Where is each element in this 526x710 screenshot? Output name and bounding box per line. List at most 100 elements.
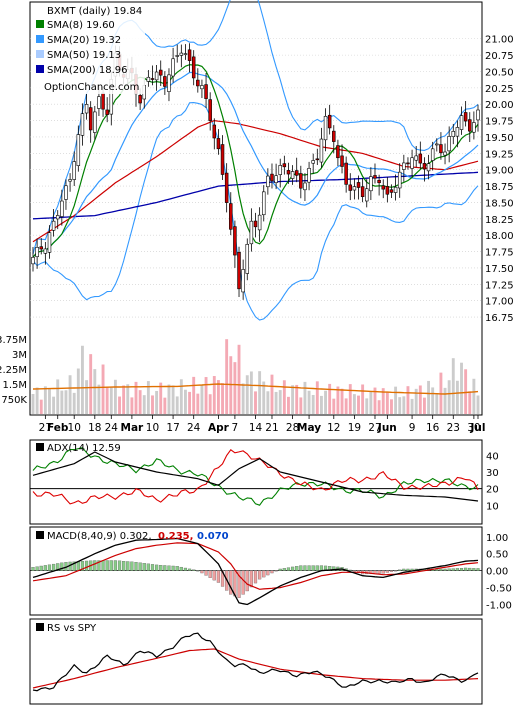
macd-signal-line <box>32 542 479 590</box>
date-tick-label: 30 <box>467 422 480 434</box>
volume-bar <box>410 398 414 414</box>
candle-body <box>426 163 431 172</box>
date-tick-label: 27 <box>39 422 52 434</box>
price-tick-label: 18.75 <box>485 182 514 193</box>
volume-bar <box>418 385 422 414</box>
date-tick-label: 9 <box>409 422 416 434</box>
candle-body <box>360 186 365 197</box>
candle-body <box>270 173 274 182</box>
macd-histogram-bar <box>443 568 447 571</box>
volume-bar <box>476 395 480 414</box>
legend-swatch-sma20 <box>36 35 44 43</box>
candle-body <box>303 182 307 191</box>
volume-bar <box>468 391 472 414</box>
legend-sma8: SMA(8) 19.60 <box>47 20 115 31</box>
price-tick-label: 18.50 <box>485 198 514 209</box>
macd-histogram-bar <box>381 570 385 574</box>
volume-bar <box>455 380 459 414</box>
macd-histogram-bar <box>468 567 472 571</box>
volume-bar <box>48 388 51 414</box>
candle-body <box>356 182 361 188</box>
volume-bar <box>348 384 352 414</box>
candle-body <box>307 167 311 183</box>
macd-histogram-bar <box>447 568 451 571</box>
candle-body <box>175 55 179 57</box>
rs-title: RS vs SPY <box>47 623 97 634</box>
price-tick-label: 17.50 <box>485 264 514 275</box>
price-tick-label: 19.75 <box>485 117 514 128</box>
volume-bar <box>200 384 204 414</box>
date-tick-label: 17 <box>166 422 179 434</box>
candle-body <box>348 184 353 191</box>
macd-histogram-bar <box>97 560 101 571</box>
candle-body <box>476 109 480 121</box>
macd-histogram-bar <box>348 569 352 571</box>
rs-title-swatch <box>36 623 44 631</box>
volume-bar <box>447 380 451 414</box>
volume-bar <box>451 358 455 414</box>
macd-histogram-bar <box>262 570 266 578</box>
macd-histogram-bar <box>43 565 47 571</box>
macd-tick-label: -0.50 <box>486 584 512 595</box>
adx-title-swatch <box>36 443 44 451</box>
volume-bar <box>365 398 369 414</box>
volume-axis: 3.75M 3M 2.25M 1.5M 750K <box>0 335 27 406</box>
volume-bar <box>72 392 76 414</box>
macd-histogram-bar <box>311 565 315 571</box>
date-tick-label: 24 <box>105 422 119 434</box>
volume-bar <box>295 384 299 414</box>
candle-body <box>212 124 217 139</box>
candle-body <box>216 138 221 150</box>
price-tick-label: 18.00 <box>485 231 514 242</box>
volume-bar <box>352 394 356 414</box>
macd-histogram-bar <box>52 563 56 571</box>
legend: BXMT (daily) 19.84 SMA(8) 19.60 SMA(20) … <box>33 4 145 94</box>
candle-body <box>373 175 377 179</box>
volume-bar <box>381 388 385 414</box>
macd-axis: 1.00 0.50 0.00 -0.50 -1.00 <box>486 533 512 612</box>
volume-bar <box>130 397 134 414</box>
macd-histogram-bar <box>303 565 307 571</box>
candle-body <box>332 130 336 142</box>
candle-body <box>179 52 184 56</box>
legend-swatch-sma8 <box>36 20 44 28</box>
date-tick-label: 19 <box>348 422 361 434</box>
candle-body <box>459 115 464 130</box>
volume-tick-label: 750K <box>1 395 27 406</box>
macd-histogram-bar <box>146 563 150 571</box>
macd-line <box>32 537 479 606</box>
adx-title: ADX(14) 12.59 <box>47 443 121 454</box>
volume-bar <box>254 391 257 414</box>
legend-swatch-sma200 <box>36 65 44 73</box>
candle-body <box>146 76 151 82</box>
watermark: OptionChance.com <box>44 82 139 93</box>
candle-body <box>31 257 35 265</box>
volume-bar <box>97 384 101 414</box>
candle-body <box>138 95 142 104</box>
adx-tick-label: 40 <box>486 451 499 462</box>
volume-bar <box>324 390 327 414</box>
candle-body <box>278 165 282 175</box>
volume-bar <box>402 396 406 414</box>
candle-body <box>315 158 320 161</box>
volume-bar <box>394 386 398 414</box>
volume-bar <box>332 398 336 414</box>
candle-body <box>167 74 171 92</box>
volume-bar <box>299 397 303 414</box>
macd-histogram-bar <box>113 560 117 571</box>
macd-histogram-bar <box>192 569 196 571</box>
macd-histogram-bar <box>142 563 146 571</box>
volume-bar <box>126 384 130 414</box>
candle-body <box>76 134 81 166</box>
macd-histogram-bar <box>183 567 188 571</box>
candle-body <box>389 189 394 193</box>
candle-body <box>158 69 163 76</box>
price-tick-label: 17.25 <box>485 280 514 291</box>
candle-body <box>237 251 241 290</box>
volume-bar <box>377 400 381 414</box>
volume-bar <box>68 375 72 414</box>
candle-body <box>468 119 472 132</box>
adx-panel: 40 30 20 10 ADX(14) 12.59 <box>29 439 499 525</box>
candle-body <box>204 84 208 99</box>
candle-body <box>319 138 324 163</box>
